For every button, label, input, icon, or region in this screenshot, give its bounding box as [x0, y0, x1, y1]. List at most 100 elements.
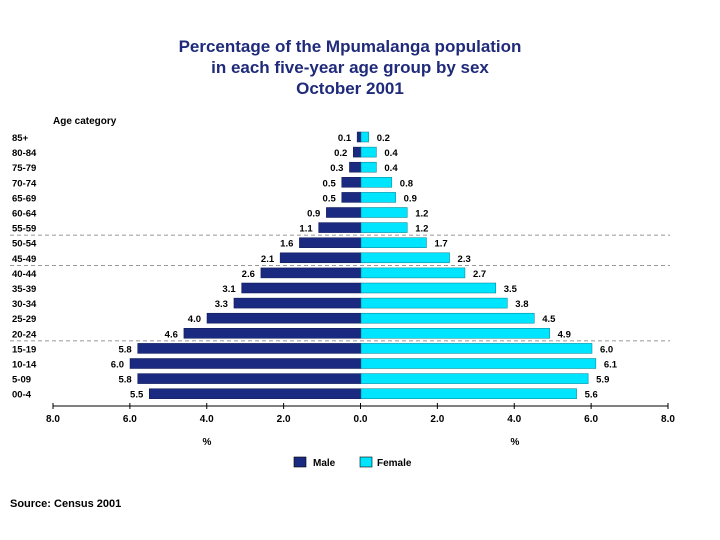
male-value-label: 2.6	[242, 269, 255, 280]
male-value-label: 1.1	[299, 224, 313, 235]
female-value-label: 0.4	[384, 148, 398, 159]
male-bar	[353, 146, 362, 158]
x-axis-label-left: %	[203, 437, 212, 448]
x-tick-label: 8.0	[46, 414, 60, 425]
female-bar	[360, 177, 393, 188]
male-bar	[299, 237, 362, 248]
chart-title-line-1: Percentage of the Mpumalanga population	[178, 37, 522, 56]
male-bar	[341, 192, 362, 203]
female-value-label: 3.5	[504, 284, 518, 295]
legend-swatch-male	[293, 456, 307, 468]
male-value-label: 4.6	[165, 329, 178, 340]
male-bar	[349, 161, 362, 173]
male-bar	[326, 207, 362, 218]
x-tick-label: 6.0	[123, 414, 137, 425]
male-value-label: 1.6	[280, 239, 293, 250]
female-value-label: 1.2	[415, 224, 428, 235]
x-tick-label: 2.0	[430, 414, 444, 425]
male-bar	[341, 177, 362, 188]
male-value-label: 4.0	[188, 314, 201, 325]
category-label: 50-54	[12, 239, 37, 250]
x-axis-label-right: %	[511, 437, 520, 448]
male-bar	[318, 222, 362, 233]
male-value-label: 0.9	[307, 209, 320, 220]
female-value-label: 0.4	[384, 163, 398, 174]
female-bar	[360, 131, 369, 143]
legend-swatch-female	[359, 456, 373, 468]
source-note: Source: Census 2001	[10, 498, 122, 510]
female-value-label: 0.9	[404, 193, 417, 204]
chart-title: Percentage of the Mpumalanga population …	[90, 36, 610, 99]
legend-label-female: Female	[377, 458, 412, 469]
male-value-label: 0.3	[330, 163, 343, 174]
category-label: 00-4	[12, 390, 32, 401]
female-value-label: 4.5	[542, 314, 556, 325]
female-bar	[360, 282, 496, 294]
female-bar	[360, 373, 589, 384]
female-bar	[360, 388, 577, 399]
male-bar	[356, 131, 362, 143]
female-value-label: 5.6	[585, 390, 598, 401]
chart-title-line-2: in each five-year age group by sex	[211, 58, 489, 77]
male-bar	[233, 297, 362, 309]
male-bar	[241, 282, 362, 294]
category-label: 15-19	[12, 344, 36, 355]
male-bar	[137, 373, 362, 384]
male-value-label: 5.8	[118, 375, 131, 386]
male-value-label: 3.3	[215, 299, 228, 310]
female-bar	[360, 252, 450, 264]
female-bar	[360, 222, 408, 233]
male-bar	[137, 343, 362, 354]
male-value-label: 2.1	[261, 254, 275, 265]
female-bar	[360, 161, 377, 173]
x-tick-label: 4.0	[200, 414, 214, 425]
category-label: 85+	[12, 133, 29, 144]
x-tick-label: 6.0	[584, 414, 598, 425]
category-label: 70-74	[12, 178, 37, 189]
female-value-label: 2.3	[458, 254, 471, 265]
male-value-label: 6.0	[111, 360, 124, 371]
category-label: 35-39	[12, 284, 36, 295]
category-label: 40-44	[12, 269, 37, 280]
category-label: 60-64	[12, 209, 37, 220]
female-value-label: 0.8	[400, 178, 413, 189]
male-value-label: 0.2	[334, 148, 347, 159]
female-value-label: 5.9	[596, 375, 609, 386]
female-bar	[360, 343, 593, 354]
male-value-label: 5.8	[118, 344, 131, 355]
female-bar	[360, 237, 427, 248]
x-tick-label: 4.0	[507, 414, 521, 425]
female-bar	[360, 146, 377, 158]
female-value-label: 4.9	[558, 329, 571, 340]
category-label: 80-84	[12, 148, 37, 159]
chart-title-line-3: October 2001	[296, 79, 404, 98]
female-bar	[360, 192, 396, 203]
x-tick-label: 2.0	[277, 414, 291, 425]
male-bar	[183, 328, 362, 339]
female-bar	[360, 267, 466, 279]
male-bar	[129, 358, 362, 369]
female-value-label: 2.7	[473, 269, 486, 280]
female-bar	[360, 328, 550, 339]
category-label: 65-69	[12, 193, 36, 204]
y-axis-label: Age category	[53, 116, 117, 127]
female-bar	[360, 207, 408, 218]
female-bar	[360, 358, 597, 369]
female-value-label: 1.7	[434, 239, 447, 250]
female-value-label: 1.2	[415, 209, 428, 220]
category-label: 20-24	[12, 329, 37, 340]
male-bar	[149, 388, 362, 399]
male-bar	[206, 312, 362, 324]
male-value-label: 0.5	[323, 193, 337, 204]
female-value-label: 0.2	[377, 133, 390, 144]
male-value-label: 5.5	[130, 390, 144, 401]
x-tick-label: 0.0	[354, 414, 368, 425]
male-bar	[260, 267, 362, 279]
female-bar	[360, 312, 535, 324]
x-tick-label: 8.0	[661, 414, 675, 425]
category-label: 55-59	[12, 224, 36, 235]
category-label: 10-14	[12, 360, 37, 371]
category-label: 25-29	[12, 314, 36, 325]
male-value-label: 3.1	[222, 284, 236, 295]
